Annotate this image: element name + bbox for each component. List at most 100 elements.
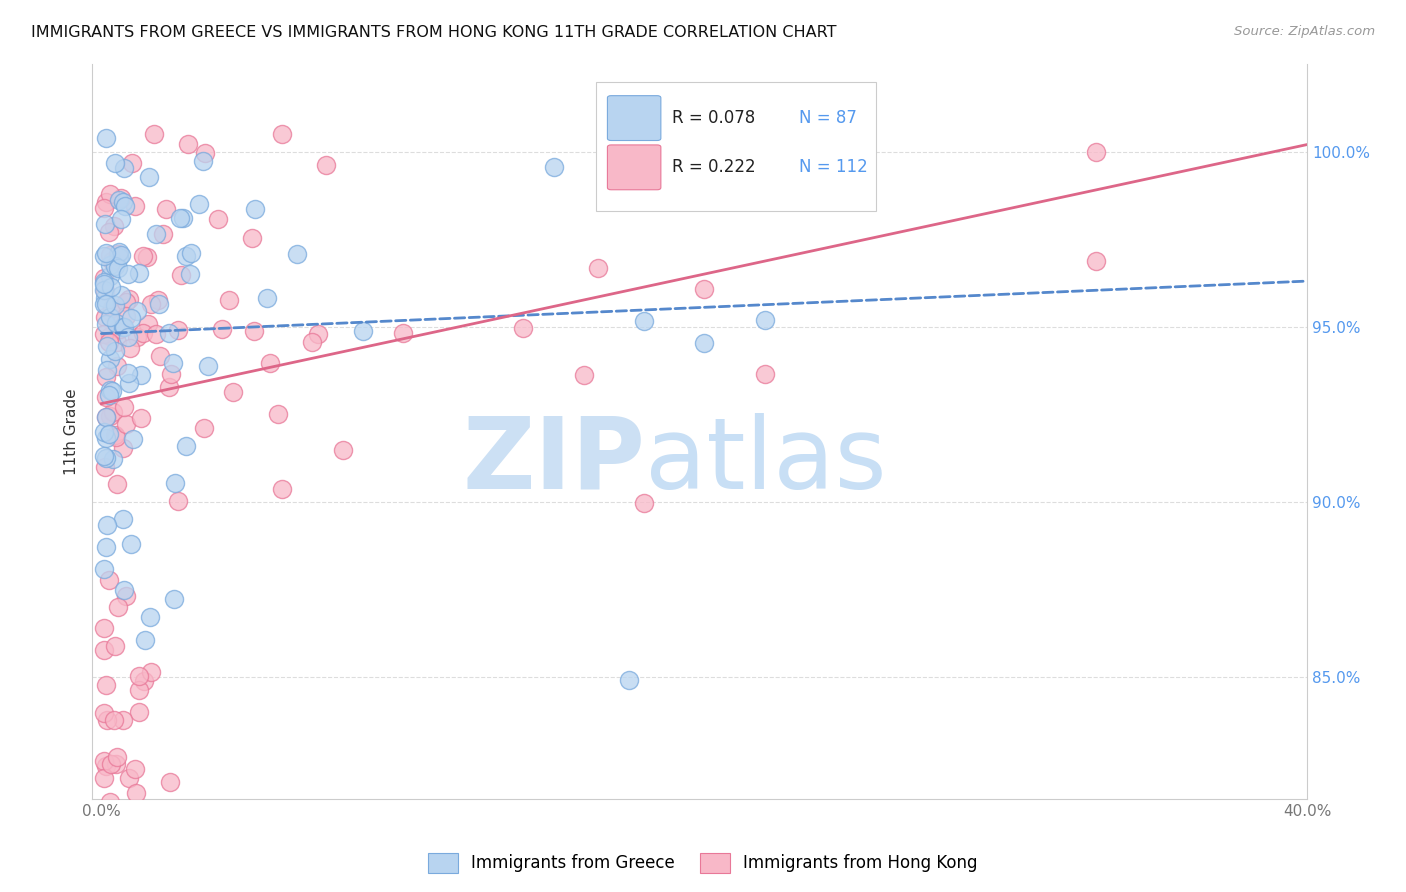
Point bbox=[98, 334, 121, 349]
Point bbox=[118, 771, 141, 785]
Text: Source: ZipAtlas.com: Source: ZipAtlas.com bbox=[1234, 25, 1375, 38]
Point bbox=[105, 757, 128, 772]
Point bbox=[111, 713, 134, 727]
Point bbox=[101, 826, 124, 840]
Point bbox=[271, 482, 294, 496]
Point bbox=[94, 431, 117, 445]
Point bbox=[93, 706, 115, 720]
Point bbox=[572, 368, 595, 382]
Point bbox=[128, 682, 150, 697]
Text: atlas: atlas bbox=[645, 412, 887, 509]
Point bbox=[105, 359, 128, 373]
Point bbox=[114, 417, 136, 431]
Point bbox=[108, 245, 131, 260]
Point bbox=[98, 226, 121, 240]
Point bbox=[112, 194, 135, 209]
Point bbox=[352, 324, 374, 338]
Point bbox=[543, 161, 565, 175]
Point bbox=[93, 425, 115, 439]
Point bbox=[301, 335, 323, 350]
Point bbox=[96, 409, 118, 424]
Point bbox=[169, 211, 191, 225]
Point bbox=[243, 324, 266, 338]
Point bbox=[100, 187, 122, 202]
Point bbox=[93, 217, 115, 231]
Point bbox=[197, 359, 219, 374]
Point bbox=[138, 318, 160, 332]
Point bbox=[112, 401, 135, 415]
Point bbox=[94, 759, 117, 773]
Point bbox=[617, 673, 640, 687]
Point bbox=[96, 339, 118, 353]
Point bbox=[143, 127, 166, 141]
Point bbox=[512, 321, 534, 335]
Point bbox=[157, 380, 180, 394]
Point bbox=[107, 335, 129, 350]
Point bbox=[98, 248, 121, 262]
Point bbox=[259, 356, 281, 370]
Y-axis label: 11th Grade: 11th Grade bbox=[65, 388, 79, 475]
Point bbox=[94, 460, 117, 475]
Point bbox=[240, 231, 263, 245]
Point bbox=[94, 390, 117, 404]
Point bbox=[207, 212, 229, 227]
Point bbox=[110, 247, 132, 261]
Point bbox=[112, 320, 135, 334]
Point bbox=[93, 284, 115, 298]
Point bbox=[94, 678, 117, 692]
Point bbox=[96, 518, 118, 533]
Point bbox=[96, 713, 118, 727]
Point bbox=[100, 310, 122, 324]
Point bbox=[93, 562, 115, 576]
Point bbox=[93, 277, 115, 291]
Point bbox=[128, 705, 150, 719]
Point bbox=[131, 249, 153, 263]
Point bbox=[114, 590, 136, 604]
Point bbox=[112, 582, 135, 597]
Point bbox=[307, 326, 329, 341]
Point bbox=[139, 297, 162, 311]
Point bbox=[271, 127, 294, 141]
Point bbox=[103, 219, 125, 234]
Point bbox=[129, 411, 152, 425]
Point bbox=[174, 439, 197, 453]
Point bbox=[138, 169, 160, 184]
Point bbox=[163, 592, 186, 607]
Point bbox=[96, 318, 118, 332]
Point bbox=[105, 316, 128, 330]
Point bbox=[108, 250, 131, 264]
Point bbox=[93, 283, 115, 297]
Point bbox=[285, 246, 308, 260]
Point bbox=[115, 295, 138, 310]
Point bbox=[104, 298, 127, 312]
Point bbox=[110, 191, 132, 205]
Point bbox=[112, 512, 135, 526]
Point bbox=[104, 155, 127, 169]
Point bbox=[188, 196, 211, 211]
Point bbox=[93, 270, 115, 285]
Point bbox=[193, 421, 215, 435]
Point bbox=[94, 297, 117, 311]
Point bbox=[93, 754, 115, 768]
Point bbox=[222, 385, 245, 400]
Point bbox=[94, 410, 117, 425]
Point bbox=[172, 211, 194, 225]
Point bbox=[93, 249, 115, 263]
Point bbox=[107, 260, 129, 275]
Point bbox=[149, 349, 172, 363]
Point bbox=[1085, 253, 1108, 268]
FancyBboxPatch shape bbox=[607, 95, 661, 141]
Point bbox=[96, 540, 118, 554]
FancyBboxPatch shape bbox=[596, 82, 876, 211]
Point bbox=[93, 771, 115, 785]
Point bbox=[93, 296, 115, 310]
Point bbox=[754, 368, 776, 382]
Point bbox=[93, 201, 115, 215]
Point bbox=[124, 762, 146, 776]
Text: IMMIGRANTS FROM GREECE VS IMMIGRANTS FROM HONG KONG 11TH GRADE CORRELATION CHART: IMMIGRANTS FROM GREECE VS IMMIGRANTS FRO… bbox=[31, 25, 837, 40]
Point bbox=[134, 633, 156, 648]
Point bbox=[105, 430, 128, 444]
Legend: Immigrants from Greece, Immigrants from Hong Kong: Immigrants from Greece, Immigrants from … bbox=[422, 847, 984, 880]
Point bbox=[101, 301, 124, 316]
Point bbox=[211, 321, 233, 335]
